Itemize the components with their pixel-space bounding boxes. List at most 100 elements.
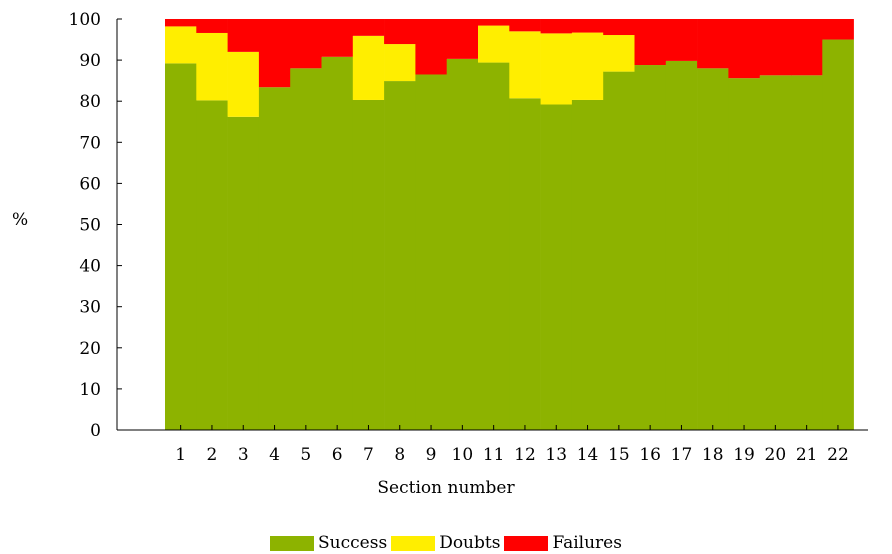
legend-item-success: Success: [270, 533, 387, 553]
bar-success-21: [791, 75, 823, 430]
bar-doubts-11: [478, 25, 510, 63]
x-tick-label-16: 16: [639, 445, 661, 465]
bar-doubts-7: [352, 35, 385, 100]
x-tick-label-7: 7: [363, 445, 374, 465]
x-tick-label-5: 5: [300, 445, 311, 465]
bar-success-17: [665, 60, 698, 431]
legend-item-failures: Failures: [504, 533, 622, 553]
bar-success-13: [540, 104, 573, 431]
bars-layer: [165, 19, 854, 431]
bar-success-16: [634, 65, 667, 430]
x-axis-label: Section number: [377, 478, 515, 498]
bar-success-18: [697, 68, 729, 430]
bar-failures-9: [415, 19, 447, 75]
bar-doubts-2: [196, 32, 228, 101]
bar-success-5: [290, 68, 322, 430]
bar-success-8: [384, 81, 416, 430]
y-tick-label-20: 20: [79, 339, 101, 359]
bar-success-10: [446, 58, 479, 431]
bar-failures-7: [352, 19, 385, 36]
x-tick-label-12: 12: [514, 445, 536, 465]
x-tick-label-2: 2: [207, 445, 218, 465]
x-tick-label-10: 10: [452, 445, 474, 465]
legend-swatch-success: [270, 535, 315, 551]
x-axis: 1 2 3 4 5 6 7 8 9 10 11 12 13 14 15 16 17 18 19 20 21 22: [117, 425, 868, 465]
bar-failures-18: [697, 19, 729, 69]
x-tick-label-8: 8: [394, 445, 405, 465]
x-tick-label-3: 3: [238, 445, 249, 465]
x-tick-label-18: 18: [702, 445, 724, 465]
bar-doubts-13: [540, 33, 573, 105]
y-axis-label: %: [12, 210, 29, 230]
bar-failures-6: [321, 19, 354, 57]
bar-failures-2: [196, 19, 228, 33]
bar-success-2: [196, 100, 228, 430]
x-tick-label-17: 17: [671, 445, 693, 465]
bar-failures-17: [665, 19, 698, 61]
y-tick-label-0: 0: [90, 421, 101, 441]
y-axis: 0 10 20 30 40 50 60 70 80 90 100: [69, 10, 122, 441]
bar-doubts-1: [165, 26, 197, 64]
y-tick-label-80: 80: [79, 92, 101, 112]
x-tick-label-6: 6: [332, 445, 343, 465]
bar-failures-4: [258, 19, 291, 88]
bar-success-12: [509, 98, 541, 430]
x-tick-label-19: 19: [733, 445, 755, 465]
bar-failures-11: [478, 19, 510, 26]
y-tick-label-90: 90: [79, 51, 101, 71]
bar-doubts-3: [227, 51, 260, 117]
bar-success-19: [728, 78, 760, 431]
bar-doubts-15: [603, 35, 635, 72]
bar-failures-10: [446, 19, 479, 59]
bar-failures-20: [759, 19, 792, 76]
bar-failures-1: [165, 19, 197, 27]
bar-success-11: [478, 62, 510, 430]
y-tick-label-70: 70: [79, 133, 101, 153]
x-tick-label-11: 11: [483, 445, 505, 465]
y-tick-label-30: 30: [79, 298, 101, 318]
bar-doubts-8: [384, 44, 416, 82]
bar-success-7: [352, 99, 385, 430]
x-tick-label-4: 4: [269, 445, 280, 465]
bar-success-6: [321, 56, 354, 431]
bar-failures-22: [822, 19, 854, 40]
legend-item-doubts: Doubts: [391, 533, 500, 553]
legend-label-success: Success: [318, 533, 388, 553]
bar-success-22: [822, 39, 854, 431]
legend-swatch-failures: [504, 535, 549, 551]
bar-doubts-14: [571, 32, 604, 100]
bar-doubts-12: [509, 31, 541, 99]
bar-failures-5: [290, 19, 322, 69]
bar-success-1: [165, 63, 197, 430]
bar-failures-13: [540, 19, 573, 34]
y-tick-label-100: 100: [69, 10, 101, 30]
bar-failures-3: [227, 19, 260, 52]
y-tick-label-40: 40: [79, 257, 101, 277]
x-tick-label-15: 15: [608, 445, 630, 465]
bar-failures-16: [634, 19, 667, 66]
y-tick-label-50: 50: [79, 216, 101, 236]
bar-success-9: [415, 74, 447, 431]
bar-success-4: [258, 87, 291, 430]
bar-failures-21: [791, 19, 823, 76]
legend-label-doubts: Doubts: [439, 533, 501, 553]
x-tick-label-22: 22: [827, 445, 849, 465]
legend-label-failures: Failures: [552, 533, 622, 553]
legend-swatch-doubts: [391, 535, 436, 551]
bar-failures-15: [603, 19, 635, 36]
bar-failures-19: [728, 19, 760, 79]
x-tick-label-21: 21: [796, 445, 818, 465]
x-tick-label-9: 9: [426, 445, 437, 465]
bar-success-20: [759, 75, 792, 430]
bar-success-3: [227, 116, 260, 430]
y-tick-label-10: 10: [79, 380, 101, 400]
bar-failures-8: [384, 19, 416, 45]
bar-failures-12: [509, 19, 541, 32]
y-tick-label-60: 60: [79, 174, 101, 194]
bar-success-15: [603, 71, 635, 431]
bar-success-14: [571, 99, 604, 430]
x-tick-label-1: 1: [175, 445, 186, 465]
bar-failures-14: [571, 19, 604, 33]
x-tick-label-13: 13: [545, 445, 567, 465]
